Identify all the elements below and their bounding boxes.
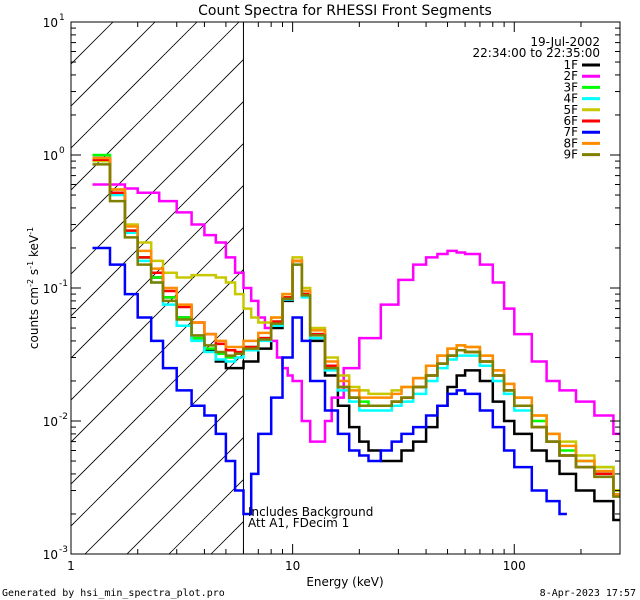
- hatch-line: [71, 310, 244, 485]
- series-line-9f: [92, 163, 620, 498]
- x-tick-label: 100: [503, 559, 526, 573]
- hatch-line: [71, 58, 244, 233]
- y-label-exp: -1: [26, 261, 35, 269]
- hatch-line: [84, 394, 244, 554]
- series-line-7f: [92, 246, 567, 516]
- hatch-line: [71, 100, 244, 275]
- legend-label-5f: 5F: [563, 103, 578, 117]
- y-label-part: counts cm: [27, 287, 41, 349]
- plot-frame: [70, 21, 621, 555]
- series-line-1f: [92, 156, 620, 522]
- annotation-background: Includes Background: [248, 505, 373, 519]
- hatch-line: [71, 226, 244, 401]
- x-tick-label: 1: [67, 559, 75, 573]
- legend-label-6f: 6F: [563, 114, 578, 128]
- hatch-line: [71, 142, 244, 317]
- hatch-line: [126, 436, 244, 554]
- hatch-line: [71, 184, 244, 359]
- series-line-5f: [92, 159, 620, 492]
- y-tick-label: 10: [43, 548, 58, 562]
- series-line-6f: [92, 158, 620, 496]
- y-tick-exponent: -1: [59, 279, 68, 289]
- series-line-3f: [92, 153, 620, 492]
- hatch-line: [71, 268, 244, 443]
- y-axis-label: counts cm-2 s-1 keV-1: [26, 227, 41, 349]
- x-tick-label: 10: [285, 559, 300, 573]
- legend-label-2f: 2F: [563, 69, 578, 83]
- legend-label-7f: 7F: [563, 125, 578, 139]
- y-label-part: keV: [27, 234, 41, 261]
- hatched-region: [71, 22, 244, 554]
- y-label-exp: -1: [26, 227, 35, 235]
- svg-text:counts cm-2 s-1 keV-1: counts cm-2 s-1 keV-1: [26, 227, 41, 349]
- footer-timestamp: 8-Apr-2023 17:57: [540, 588, 636, 599]
- legend-label-9f: 9F: [563, 148, 578, 162]
- legend-label-3f: 3F: [563, 80, 578, 94]
- y-tick-label: 10: [43, 149, 58, 163]
- chart-title: Count Spectra for RHESSI Front Segments: [198, 3, 492, 19]
- footer-generated: Generated by hsi_min_spectra_plot.pro: [2, 588, 225, 599]
- legend-label-4f: 4F: [563, 92, 578, 106]
- y-label-part: s: [27, 269, 41, 279]
- hatch-line: [71, 352, 244, 527]
- legend-label-1f: 1F: [563, 58, 578, 72]
- y-tick-exponent: 1: [59, 13, 65, 23]
- series-line-8f: [92, 156, 620, 496]
- y-label-exp: -2: [26, 279, 35, 287]
- annotation-attenuator: Att A1, FDecim 1: [248, 516, 349, 530]
- date-label: 19-Jul-2002: [530, 35, 600, 49]
- y-tick-exponent: -2: [59, 412, 68, 422]
- y-tick-exponent: -3: [59, 545, 68, 555]
- series-line-2f: [92, 183, 620, 443]
- hatch-line: [71, 22, 198, 149]
- y-tick-exponent: 0: [59, 146, 65, 156]
- time-range-label: 22:34:00 to 22:35:00: [473, 46, 600, 60]
- series-line-4f: [92, 159, 620, 496]
- y-tick-label: 10: [43, 415, 58, 429]
- hatch-line: [71, 22, 240, 191]
- y-tick-label: 10: [43, 16, 58, 30]
- y-tick-label: 10: [43, 282, 58, 296]
- legend-label-8f: 8F: [563, 136, 578, 150]
- x-axis-label: Energy (keV): [306, 575, 383, 589]
